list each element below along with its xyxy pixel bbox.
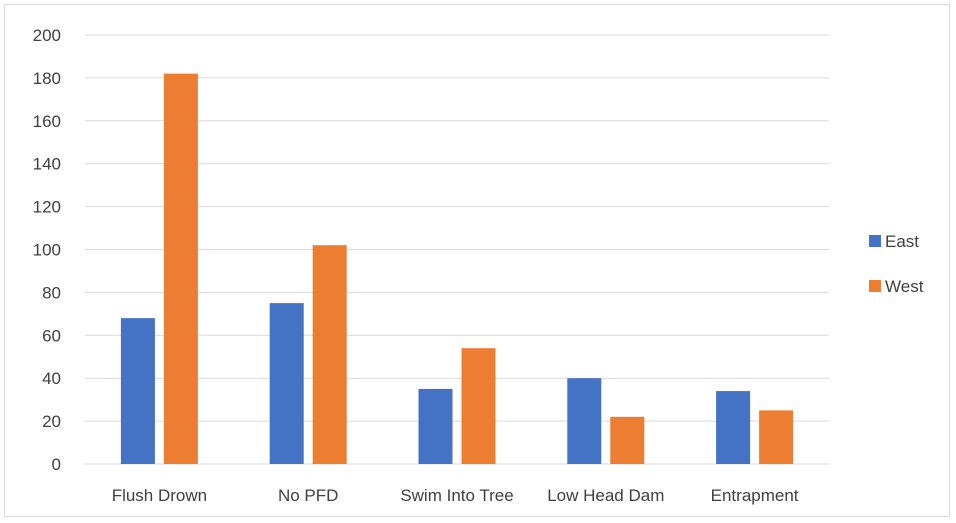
legend-label-east: East xyxy=(885,232,919,251)
x-axis-tick-labels: Flush Drown No PFD Swim Into Tree Low Head … xyxy=(112,486,799,505)
bar-west-1 xyxy=(312,245,347,464)
x-tick-label: Low Head Dam xyxy=(547,486,664,505)
bar-west-3 xyxy=(610,416,645,464)
y-tick-label: 120 xyxy=(33,198,61,217)
bar-east-1 xyxy=(269,303,304,464)
legend-swatch-west xyxy=(869,280,881,292)
x-tick-label: No PFD xyxy=(278,486,338,505)
y-tick-label: 0 xyxy=(52,455,61,474)
bars xyxy=(120,73,794,465)
legend-label-west: West xyxy=(885,277,924,296)
legend: East West xyxy=(869,232,924,296)
x-tick-label: Flush Drown xyxy=(112,486,207,505)
y-tick-label: 100 xyxy=(33,241,61,260)
bar-chart: 0 20 40 60 80 100 120 140 160 180 200 Flush Drown N… xyxy=(33,26,924,505)
y-tick-label: 60 xyxy=(42,326,61,345)
bar-east-3 xyxy=(567,378,602,464)
bar-east-4 xyxy=(716,391,751,464)
legend-swatch-east xyxy=(869,235,881,247)
bar-east-0 xyxy=(120,318,155,464)
x-tick-label: Swim Into Tree xyxy=(400,486,513,505)
x-tick-label: Entrapment xyxy=(711,486,799,505)
bar-east-2 xyxy=(418,388,453,464)
bar-west-2 xyxy=(461,348,496,464)
y-tick-label: 80 xyxy=(42,283,61,302)
chart-frame: 0 20 40 60 80 100 120 140 160 180 200 Flush Drown N… xyxy=(4,4,950,517)
gridlines xyxy=(85,34,829,465)
y-tick-label: 160 xyxy=(33,112,61,131)
y-tick-label: 20 xyxy=(42,412,61,431)
y-axis-tick-labels: 0 20 40 60 80 100 120 140 160 180 200 xyxy=(33,26,61,474)
y-tick-label: 140 xyxy=(33,155,61,174)
bar-west-0 xyxy=(163,73,198,465)
y-tick-label: 200 xyxy=(33,26,61,45)
y-tick-label: 180 xyxy=(33,69,61,88)
bar-west-4 xyxy=(759,410,794,464)
y-tick-label: 40 xyxy=(42,369,61,388)
